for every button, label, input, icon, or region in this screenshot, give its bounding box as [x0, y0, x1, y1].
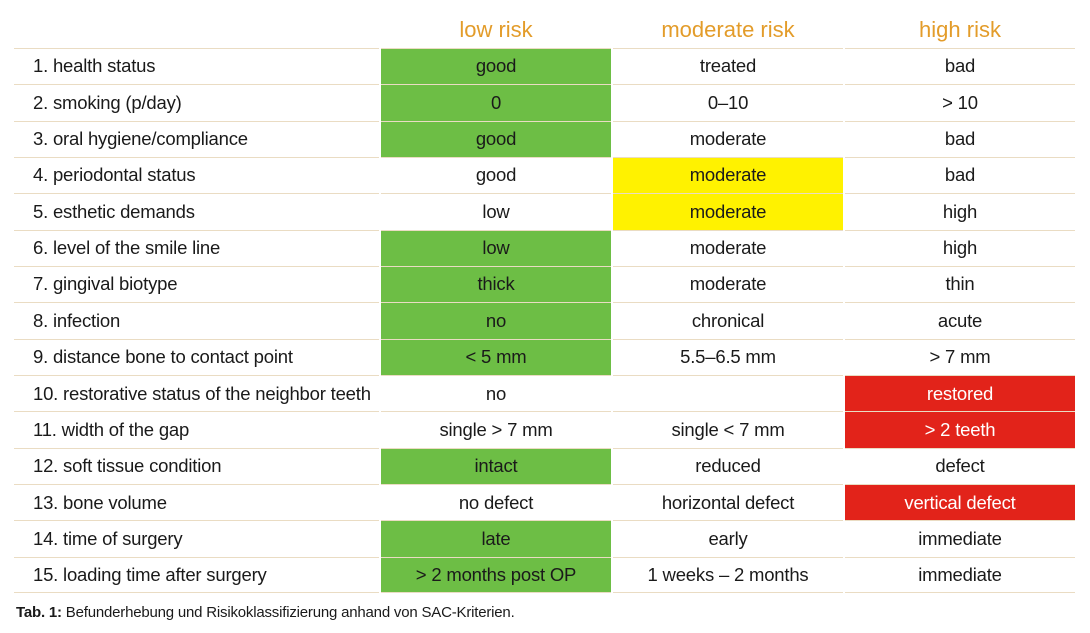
cell-moderate-risk: early — [613, 520, 843, 556]
cell-low-risk: no defect — [381, 484, 611, 520]
row-label: 13. bone volume — [14, 484, 379, 520]
cell-moderate-risk: moderate — [613, 120, 843, 157]
header-high-risk: high risk — [919, 17, 1001, 42]
header-moderate-risk: moderate risk — [661, 17, 795, 42]
cell-low-risk: late — [381, 520, 611, 557]
cell-low-risk: good — [381, 157, 611, 193]
cell-high-risk: acute — [845, 302, 1075, 338]
cell-moderate-risk: 5.5–6.5 mm — [613, 338, 843, 375]
cell-high-risk: > 10 — [845, 84, 1075, 120]
row-label: 3. oral hygiene/compliance — [14, 120, 379, 157]
row-label: 5. esthetic demands — [14, 193, 379, 229]
cell-high-risk: thin — [845, 266, 1075, 302]
cell-high-risk: > 2 teeth — [845, 411, 1075, 448]
cell-high-risk: bad — [845, 120, 1075, 157]
cell-moderate-risk: moderate — [613, 229, 843, 266]
cell-moderate-risk: reduced — [613, 447, 843, 484]
row-label: 15. loading time after surgery — [14, 556, 379, 594]
cell-high-risk: high — [845, 229, 1075, 266]
row-label: 6. level of the smile line — [14, 229, 379, 266]
cell-moderate-risk: moderate — [613, 193, 843, 230]
cell-moderate-risk: 1 weeks – 2 months — [613, 556, 843, 594]
row-label: 1. health status — [14, 48, 379, 84]
caption-prefix: Tab. 1: — [16, 604, 62, 621]
row-label: 2. smoking (p/day) — [14, 84, 379, 120]
row-label: 4. periodontal status — [14, 157, 379, 193]
cell-high-risk: > 7 mm — [845, 338, 1075, 375]
cell-low-risk: 0 — [381, 84, 611, 121]
cell-moderate-risk: treated — [613, 48, 843, 84]
cell-low-risk: good — [381, 48, 611, 85]
risk-table: low risk moderate risk high risk 1. heal… — [14, 10, 1075, 594]
row-label: 11. width of the gap — [14, 411, 379, 447]
cell-low-risk: thick — [381, 266, 611, 303]
cell-low-risk: intact — [381, 447, 611, 485]
cell-low-risk: no — [381, 375, 611, 411]
cell-moderate-risk: moderate — [613, 157, 843, 194]
cell-moderate-risk: moderate — [613, 266, 843, 302]
cell-high-risk: restored — [845, 375, 1075, 412]
cell-moderate-risk: horizontal defect — [613, 484, 843, 520]
row-label: 14. time of surgery — [14, 520, 379, 556]
cell-moderate-risk — [613, 375, 843, 411]
cell-high-risk: bad — [845, 157, 1075, 193]
row-label: 10. restorative status of the neighbor t… — [14, 375, 379, 411]
cell-high-risk: vertical defect — [845, 484, 1075, 521]
cell-high-risk: defect — [845, 447, 1075, 484]
row-label: 12. soft tissue condition — [14, 447, 379, 484]
cell-low-risk: < 5 mm — [381, 338, 611, 376]
cell-low-risk: no — [381, 302, 611, 339]
caption-text: Befunderhebung und Risikoklassifizierung… — [61, 604, 515, 621]
header-blank — [14, 10, 379, 48]
cell-moderate-risk: chronical — [613, 302, 843, 338]
cell-high-risk: immediate — [845, 520, 1075, 556]
cell-low-risk: > 2 months post OP — [381, 556, 611, 594]
cell-low-risk: single > 7 mm — [381, 411, 611, 447]
row-label: 8. infection — [14, 302, 379, 338]
cell-high-risk: immediate — [845, 556, 1075, 594]
row-label: 7. gingival biotype — [14, 266, 379, 302]
table-caption: Tab. 1: Befunderhebung und Risikoklassif… — [16, 604, 515, 621]
cell-high-risk: bad — [845, 48, 1075, 84]
header-low-risk: low risk — [459, 17, 533, 42]
cell-high-risk: high — [845, 193, 1075, 229]
cell-low-risk: good — [381, 120, 611, 158]
cell-moderate-risk: single < 7 mm — [613, 411, 843, 447]
cell-low-risk: low — [381, 229, 611, 267]
cell-moderate-risk: 0–10 — [613, 84, 843, 120]
row-label: 9. distance bone to contact point — [14, 338, 379, 375]
cell-low-risk: low — [381, 193, 611, 229]
